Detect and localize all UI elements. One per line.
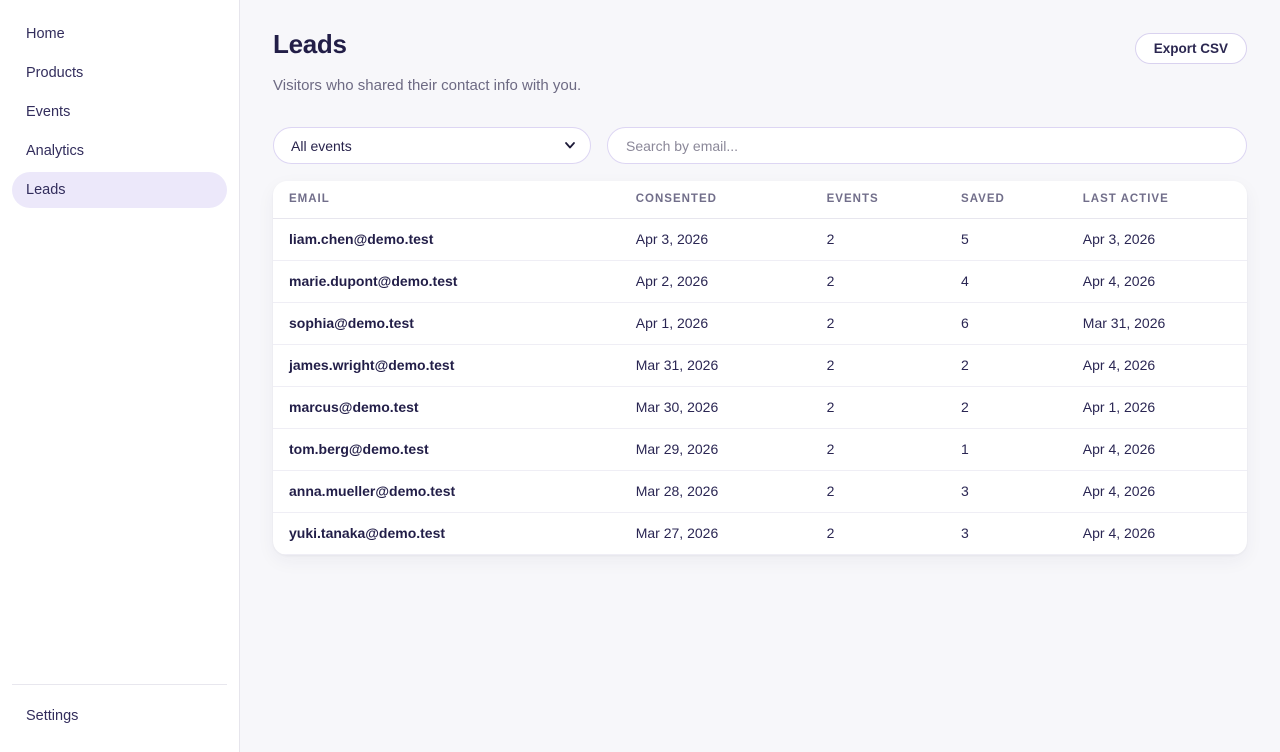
cell-email: liam.chen@demo.test: [273, 218, 620, 261]
sidebar-item-label: Home: [26, 26, 65, 42]
cell-consented: Mar 27, 2026: [619, 512, 811, 555]
leads-table-card: Email Consented Events Saved Last active…: [273, 181, 1247, 555]
cell-saved: 4: [945, 260, 1067, 303]
sidebar-item-label: Analytics: [26, 143, 85, 159]
sidebar-item-label: Leads: [26, 182, 66, 198]
table-row[interactable]: tom.berg@demo.test Mar 29, 2026 2 1 Apr …: [273, 428, 1247, 471]
page-subtitle: Visitors who shared their contact info w…: [273, 77, 582, 94]
cell-email: marcus@demo.test: [273, 386, 620, 429]
sidebar-item[interactable]: Events: [12, 94, 227, 130]
sidebar-item-label: Settings: [26, 708, 79, 724]
sidebar-item-settings[interactable]: Settings: [12, 698, 227, 734]
filters-row: All events: [273, 127, 1247, 164]
cell-events: 2: [810, 218, 946, 261]
cell-email: james.wright@demo.test: [273, 344, 620, 387]
sidebar-item[interactable]: Leads: [12, 172, 227, 208]
column-header-last-active: Last active: [1066, 181, 1247, 219]
event-filter-wrapper: All events: [273, 127, 591, 164]
table-row[interactable]: marcus@demo.test Mar 30, 2026 2 2 Apr 1,…: [273, 386, 1247, 429]
sidebar-item[interactable]: Home: [12, 16, 227, 52]
cell-consented: Apr 2, 2026: [619, 260, 811, 303]
column-header-email: Email: [273, 181, 620, 219]
cell-saved: 3: [945, 470, 1067, 513]
main-content: Leads Export CSV Visitors who shared the…: [240, 0, 1280, 752]
cell-events: 2: [810, 344, 946, 387]
cell-last-active: Apr 4, 2026: [1066, 512, 1247, 555]
cell-last-active: Apr 4, 2026: [1066, 470, 1247, 513]
table-body: liam.chen@demo.test Apr 3, 2026 2 5 Apr …: [273, 218, 1247, 555]
cell-events: 2: [810, 260, 946, 303]
cell-events: 2: [810, 428, 946, 471]
cell-events: 2: [810, 470, 946, 513]
page-title: Leads: [273, 29, 347, 59]
export-csv-button[interactable]: Export CSV: [1134, 33, 1247, 64]
cell-events: 2: [810, 386, 946, 429]
cell-email: marie.dupont@demo.test: [273, 260, 620, 303]
sidebar-item[interactable]: Analytics: [12, 133, 227, 169]
sidebar: Home Products Events Analytics Leads Set…: [0, 0, 240, 752]
cell-saved: 2: [945, 386, 1067, 429]
cell-consented: Mar 31, 2026: [619, 344, 811, 387]
table-header-row: Email Consented Events Saved Last active: [273, 181, 1247, 219]
leads-table: Email Consented Events Saved Last active…: [273, 181, 1247, 555]
cell-saved: 3: [945, 512, 1067, 555]
cell-email: tom.berg@demo.test: [273, 428, 620, 471]
cell-saved: 2: [945, 344, 1067, 387]
event-filter-select[interactable]: All events: [273, 127, 591, 164]
cell-saved: 5: [945, 218, 1067, 261]
search-input[interactable]: [607, 127, 1247, 164]
cell-saved: 6: [945, 302, 1067, 345]
table-row[interactable]: yuki.tanaka@demo.test Mar 27, 2026 2 3 A…: [273, 512, 1247, 555]
sidebar-nav: Home Products Events Analytics Leads: [0, 16, 239, 208]
cell-last-active: Apr 4, 2026: [1066, 260, 1247, 303]
sidebar-footer: Settings: [12, 684, 227, 752]
cell-email: anna.mueller@demo.test: [273, 470, 620, 513]
cell-consented: Apr 1, 2026: [619, 302, 811, 345]
sidebar-item-label: Events: [26, 104, 71, 120]
table-row[interactable]: marie.dupont@demo.test Apr 2, 2026 2 4 A…: [273, 260, 1247, 303]
cell-events: 2: [810, 302, 946, 345]
cell-consented: Apr 3, 2026: [619, 218, 811, 261]
page-header: Leads Export CSV: [273, 29, 1247, 64]
cell-last-active: Apr 1, 2026: [1066, 386, 1247, 429]
column-header-saved: Saved: [945, 181, 1067, 219]
cell-saved: 1: [945, 428, 1067, 471]
sidebar-item[interactable]: Products: [12, 55, 227, 91]
cell-last-active: Apr 4, 2026: [1066, 344, 1247, 387]
cell-email: sophia@demo.test: [273, 302, 620, 345]
table-row[interactable]: liam.chen@demo.test Apr 3, 2026 2 5 Apr …: [273, 218, 1247, 261]
cell-email: yuki.tanaka@demo.test: [273, 512, 620, 555]
column-header-events: Events: [810, 181, 946, 219]
cell-consented: Mar 29, 2026: [619, 428, 811, 471]
table-row[interactable]: sophia@demo.test Apr 1, 2026 2 6 Mar 31,…: [273, 302, 1247, 345]
cell-last-active: Apr 4, 2026: [1066, 428, 1247, 471]
cell-consented: Mar 30, 2026: [619, 386, 811, 429]
table-row[interactable]: anna.mueller@demo.test Mar 28, 2026 2 3 …: [273, 470, 1247, 513]
column-header-consented: Consented: [619, 181, 811, 219]
table-row[interactable]: james.wright@demo.test Mar 31, 2026 2 2 …: [273, 344, 1247, 387]
cell-events: 2: [810, 512, 946, 555]
cell-last-active: Mar 31, 2026: [1066, 302, 1247, 345]
cell-last-active: Apr 3, 2026: [1066, 218, 1247, 261]
sidebar-item-label: Products: [26, 65, 84, 81]
cell-consented: Mar 28, 2026: [619, 470, 811, 513]
